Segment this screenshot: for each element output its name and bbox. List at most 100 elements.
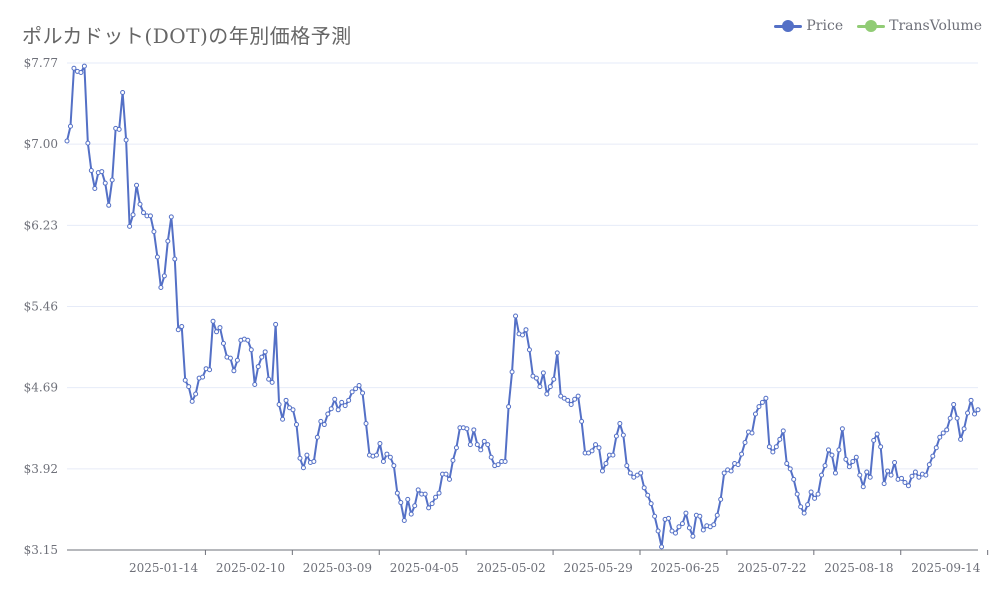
data-point-price[interactable]: [81, 63, 87, 69]
data-point-price[interactable]: [648, 501, 654, 507]
data-point-price[interactable]: [200, 374, 206, 380]
data-point-price[interactable]: [655, 528, 661, 534]
data-point-price[interactable]: [526, 347, 532, 353]
data-point-price[interactable]: [328, 406, 334, 412]
data-point-price[interactable]: [123, 137, 129, 143]
data-point-price[interactable]: [353, 386, 359, 392]
data-point-price[interactable]: [860, 484, 866, 490]
data-point-price[interactable]: [617, 421, 623, 427]
data-point-price[interactable]: [130, 212, 136, 218]
data-point-price[interactable]: [64, 138, 70, 144]
data-point-price[interactable]: [495, 462, 501, 468]
data-point-price[interactable]: [961, 426, 967, 432]
data-point-price[interactable]: [965, 410, 971, 416]
data-point-price[interactable]: [363, 421, 369, 427]
data-point-price[interactable]: [766, 444, 772, 450]
data-point-price[interactable]: [672, 530, 678, 536]
data-point-price[interactable]: [300, 465, 306, 471]
data-point-price[interactable]: [408, 511, 414, 517]
data-point-price[interactable]: [214, 329, 220, 335]
data-point-price[interactable]: [161, 273, 167, 279]
data-point-price[interactable]: [589, 448, 595, 454]
data-point-price[interactable]: [912, 469, 918, 475]
data-point-price[interactable]: [721, 470, 727, 476]
data-point-price[interactable]: [645, 492, 651, 498]
data-point-price[interactable]: [878, 444, 884, 450]
data-point-price[interactable]: [805, 502, 811, 508]
data-point-price[interactable]: [829, 452, 835, 458]
data-point-price[interactable]: [780, 428, 786, 434]
data-point-price[interactable]: [749, 430, 755, 436]
data-point-price[interactable]: [586, 450, 592, 456]
data-point-price[interactable]: [189, 398, 195, 404]
data-point-price[interactable]: [631, 474, 637, 480]
data-point-price[interactable]: [175, 327, 181, 333]
data-point-price[interactable]: [394, 490, 400, 496]
data-point-price[interactable]: [255, 364, 261, 370]
data-point-price[interactable]: [933, 445, 939, 451]
data-point-price[interactable]: [926, 462, 932, 468]
data-point-price[interactable]: [923, 472, 929, 478]
data-point-price[interactable]: [478, 447, 484, 453]
data-point-price[interactable]: [819, 472, 825, 478]
data-point-price[interactable]: [944, 427, 950, 433]
data-point-price[interactable]: [930, 453, 936, 459]
data-point-price[interactable]: [540, 370, 546, 376]
data-point-price[interactable]: [558, 393, 564, 399]
data-point-price[interactable]: [972, 411, 978, 417]
data-point-price[interactable]: [958, 436, 964, 442]
data-point-price[interactable]: [624, 463, 630, 469]
data-point-price[interactable]: [405, 496, 411, 502]
data-point-price[interactable]: [787, 466, 793, 472]
data-point-price[interactable]: [638, 470, 644, 476]
data-point-price[interactable]: [67, 123, 73, 129]
data-point-price[interactable]: [752, 411, 758, 417]
data-point-price[interactable]: [843, 456, 849, 462]
data-point-price[interactable]: [867, 474, 873, 480]
data-point-price[interactable]: [547, 384, 553, 390]
data-point-price[interactable]: [349, 389, 355, 395]
data-point-price[interactable]: [794, 491, 800, 497]
data-point-price[interactable]: [773, 444, 779, 450]
data-point-price[interactable]: [825, 447, 831, 453]
data-point-price[interactable]: [283, 397, 289, 403]
data-point-price[interactable]: [690, 533, 696, 539]
data-point-price[interactable]: [102, 180, 108, 186]
data-point-price[interactable]: [791, 476, 797, 482]
data-point-price[interactable]: [453, 445, 459, 451]
data-point-price[interactable]: [502, 458, 508, 464]
data-point-price[interactable]: [801, 510, 807, 516]
data-point-price[interactable]: [287, 405, 293, 411]
data-point-price[interactable]: [373, 452, 379, 458]
data-point-price[interactable]: [99, 169, 105, 175]
data-point-price[interactable]: [697, 513, 703, 519]
data-point-price[interactable]: [71, 65, 77, 71]
data-point-price[interactable]: [346, 397, 352, 403]
data-point-price[interactable]: [415, 487, 421, 493]
data-point-price[interactable]: [360, 390, 366, 396]
data-point-price[interactable]: [850, 458, 856, 464]
data-point-price[interactable]: [339, 399, 345, 405]
data-point-price[interactable]: [871, 437, 877, 443]
data-point-price[interactable]: [342, 403, 348, 409]
data-point-price[interactable]: [269, 379, 275, 385]
data-point-price[interactable]: [217, 325, 223, 331]
data-point-price[interactable]: [92, 185, 98, 191]
data-point-price[interactable]: [784, 461, 790, 467]
data-point-price[interactable]: [377, 441, 383, 447]
data-point-price[interactable]: [127, 223, 133, 229]
data-point-price[interactable]: [78, 69, 84, 75]
data-point-price[interactable]: [909, 473, 915, 479]
data-point-price[interactable]: [481, 438, 487, 444]
data-point-price[interactable]: [533, 375, 539, 381]
data-point-price[interactable]: [158, 285, 164, 291]
data-point-price[interactable]: [450, 457, 456, 463]
data-point-price[interactable]: [652, 513, 658, 519]
data-point-price[interactable]: [485, 442, 491, 448]
data-point-price[interactable]: [711, 522, 717, 528]
data-point-price[interactable]: [947, 415, 953, 421]
data-point-price[interactable]: [613, 433, 619, 439]
data-point-price[interactable]: [659, 544, 665, 550]
data-point-price[interactable]: [231, 368, 237, 374]
data-point-price[interactable]: [905, 483, 911, 489]
